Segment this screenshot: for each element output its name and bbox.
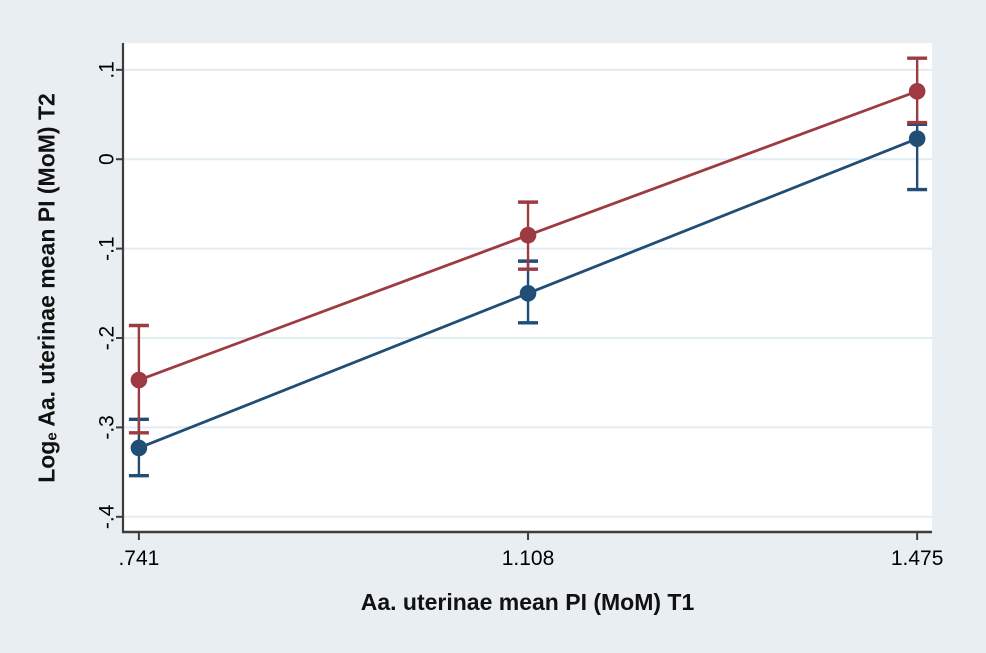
y-axis-title: Loge Aa. uterinae mean PI (MoM) T2: [34, 93, 61, 483]
upper-maroon-series-marker: [130, 371, 148, 389]
y-tick-label: .1: [96, 61, 119, 79]
y-axis-title-subscript: e: [43, 432, 61, 441]
x-tick-label: 1.475: [891, 547, 944, 570]
upper-maroon-series-marker: [519, 226, 537, 244]
y-tick-label: -.2: [96, 326, 119, 351]
y-tick-label: -.4: [96, 504, 119, 529]
y-tick-label: -.1: [96, 236, 119, 261]
y-axis-title-rest: Aa. uterinae mean PI (MoM) T2: [33, 93, 60, 433]
x-tick-label: .741: [118, 547, 159, 570]
y-tick-label: -.3: [96, 415, 119, 440]
upper-maroon-series-marker: [908, 82, 926, 100]
lower-navy-series-marker: [908, 130, 926, 147]
x-tick-label: 1.108: [502, 547, 555, 570]
y-axis-title-prefix: Log: [33, 440, 60, 483]
x-axis-title: Aa. uterinae mean PI (MoM) T1: [360, 589, 695, 615]
y-tick-label: 0: [96, 153, 119, 165]
lower-navy-series-marker: [130, 439, 148, 457]
lower-navy-series-marker: [519, 285, 537, 302]
